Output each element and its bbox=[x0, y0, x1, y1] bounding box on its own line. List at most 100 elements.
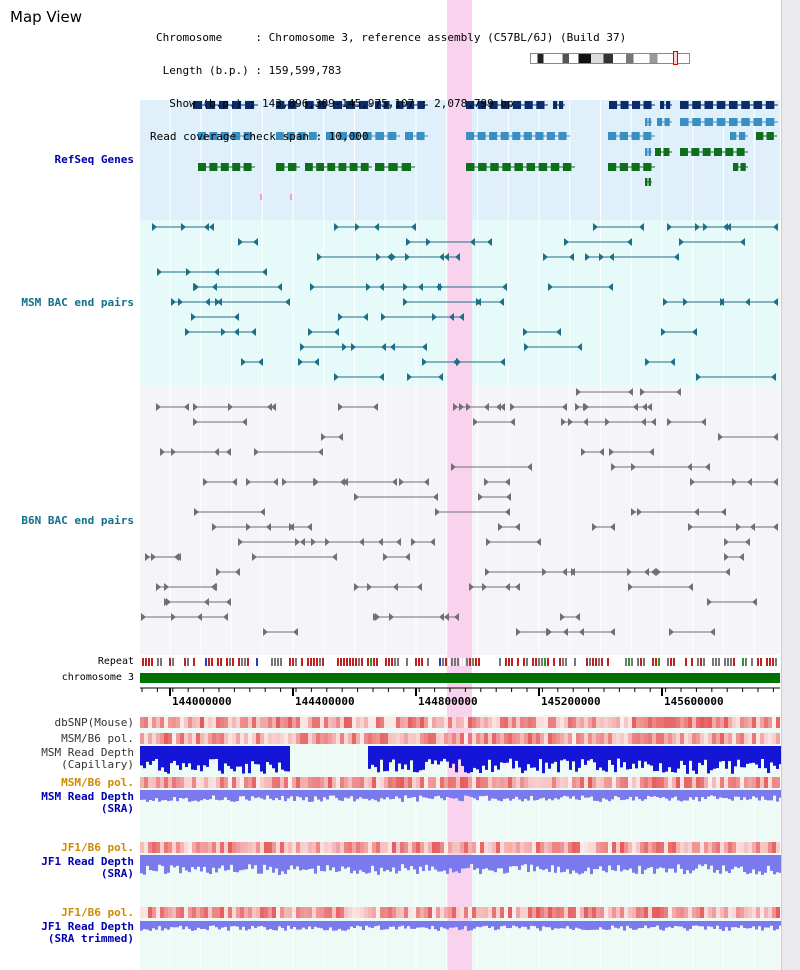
jf1-depth-trim-bar bbox=[323, 921, 326, 931]
msm-depth-sra-bar bbox=[551, 790, 554, 801]
jf1-b6-pol-trim-strip bbox=[240, 907, 244, 918]
msm-b6-pol-strip bbox=[160, 733, 164, 744]
msm-b6-pol-strip bbox=[692, 733, 696, 744]
msm-depth-sra-bar bbox=[170, 790, 173, 801]
jf1-depth-trim-bar bbox=[557, 921, 560, 929]
jf1-depth-trim-bar bbox=[692, 921, 695, 926]
msm-b6-pol-sra-strip bbox=[456, 777, 460, 788]
msm-b6-pol-sra-strip bbox=[332, 777, 336, 788]
chromosome-ideogram[interactable] bbox=[530, 53, 690, 64]
gene-exon bbox=[716, 101, 726, 109]
msm-b6-pol-strip bbox=[644, 733, 648, 744]
repeat-mark bbox=[694, 658, 696, 666]
jf1-b6-pol-strip bbox=[664, 842, 668, 853]
b6n-bac-pair-end bbox=[721, 508, 726, 516]
msm-b6-pol-sra-strip bbox=[420, 777, 424, 788]
jf1-b6-pol-trim-strip bbox=[508, 907, 512, 918]
msm-b6-pol-sra-strip bbox=[384, 777, 388, 788]
msm-depth-capillary-bar bbox=[437, 746, 440, 765]
jf1-depth-sra-bar bbox=[482, 855, 485, 870]
jf1-b6-pol-strip bbox=[712, 842, 716, 853]
repeat-mark bbox=[253, 658, 255, 666]
jf1-b6-pol-strip bbox=[688, 842, 692, 853]
jf1-b6-pol-trim-strip bbox=[232, 907, 236, 918]
repeat-mark bbox=[445, 658, 447, 666]
repeat-mark bbox=[595, 658, 597, 666]
msm-b6-pol-strip bbox=[380, 733, 384, 744]
b6n-bac-pair-end bbox=[266, 523, 271, 531]
jf1-depth-sra-bar bbox=[734, 855, 737, 867]
msm-b6-pol-sra-strip bbox=[296, 777, 300, 788]
jf1-depth-trim-bar bbox=[677, 921, 680, 927]
msm-b6-pol-sra-strip bbox=[752, 777, 756, 788]
jf1-depth-sra-bar bbox=[614, 855, 617, 871]
msm-depth-sra-bar bbox=[308, 790, 311, 802]
vertical-scrollbar[interactable] bbox=[781, 0, 800, 970]
msm-depth-sra-bar bbox=[560, 790, 563, 798]
msm-depth-capillary-bar bbox=[698, 746, 701, 763]
jf1-b6-pol-trim-strip bbox=[440, 907, 444, 918]
msm-bac-pair-end bbox=[608, 283, 613, 291]
jf1-b6-pol-strip bbox=[636, 842, 640, 853]
msm-b6-pol-strip bbox=[700, 733, 704, 744]
jf1-depth-sra-bar bbox=[542, 855, 545, 871]
gene-exon bbox=[309, 132, 317, 140]
msm-depth-capillary-bar bbox=[770, 746, 773, 763]
msm-b6-pol-strip bbox=[356, 733, 360, 744]
msm-b6-pol-strip bbox=[656, 733, 660, 744]
repeat-mark bbox=[265, 658, 267, 666]
msm-depth-sra-bar bbox=[530, 790, 533, 796]
msm-b6-pol-sra-strip bbox=[156, 777, 160, 788]
msm-b6-pol-strip bbox=[276, 733, 280, 744]
jf1-depth-sra-bar bbox=[266, 855, 269, 870]
jf1-depth-sra-bar bbox=[491, 855, 494, 871]
jf1-b6-pol-strip bbox=[208, 842, 212, 853]
jf1-depth-trim-bar bbox=[413, 921, 416, 929]
gene-exon bbox=[663, 148, 670, 156]
msm-depth-sra-bar bbox=[242, 790, 245, 797]
jf1-depth-sra-bar bbox=[275, 855, 278, 869]
jf1-depth-trim-bar bbox=[194, 921, 197, 931]
msm-b6-pol-strip bbox=[368, 733, 372, 744]
msm-b6-pol-sra-strip bbox=[232, 777, 236, 788]
msm-depth-capillary-bar bbox=[719, 746, 722, 762]
msm-b6-pol-strip bbox=[592, 733, 596, 744]
jf1-depth-trim-bar bbox=[161, 921, 164, 931]
repeat-mark bbox=[598, 658, 600, 666]
refseq-marker bbox=[290, 194, 292, 200]
repeat-mark bbox=[301, 658, 303, 666]
b6n-bac-pair-end bbox=[340, 478, 345, 486]
gene-exon bbox=[500, 132, 509, 140]
msm-depth-sra-bar bbox=[149, 790, 152, 800]
msm-depth-capillary-bar bbox=[521, 746, 524, 774]
repeat-mark bbox=[355, 658, 357, 666]
msm-b6-pol-strip bbox=[388, 733, 392, 744]
repeat-mark bbox=[235, 658, 237, 666]
jf1-depth-trim-bar bbox=[734, 921, 737, 928]
jf1-depth-sra-bar bbox=[332, 855, 335, 868]
repeat-mark bbox=[283, 658, 285, 666]
msm-depth-sra-bar bbox=[443, 790, 446, 801]
msm-depth-capillary-bar bbox=[152, 746, 155, 761]
jf1-depth-sra-bar bbox=[527, 855, 530, 873]
dbsnp-strip bbox=[512, 717, 516, 728]
msm-depth-sra-bar bbox=[176, 790, 179, 802]
jf1-b6-pol-trim-strip bbox=[316, 907, 320, 918]
msm-depth-capillary-bar bbox=[647, 746, 650, 765]
msm-b6-pol-sra-strip bbox=[604, 777, 608, 788]
dbsnp-strip bbox=[144, 717, 148, 728]
msm-b6-pol-strip bbox=[772, 733, 776, 744]
jf1-depth-sra-bar bbox=[230, 855, 233, 865]
jf1-depth-sra-bar bbox=[371, 855, 374, 866]
jf1-b6-pol-strip bbox=[396, 842, 400, 853]
msm-b6-pol-sra-strip bbox=[744, 777, 748, 788]
msm-bac-pair-end bbox=[308, 328, 313, 336]
msm-depth-sra-bar bbox=[215, 790, 218, 800]
repeat-mark bbox=[472, 658, 474, 666]
msm-b6-pol-strip bbox=[688, 733, 692, 744]
msm-depth-sra-bar bbox=[572, 790, 575, 797]
jf1-depth-trim-bar bbox=[212, 921, 215, 926]
repeat-mark bbox=[358, 658, 360, 666]
b6n-bac-pair-end bbox=[399, 478, 404, 486]
